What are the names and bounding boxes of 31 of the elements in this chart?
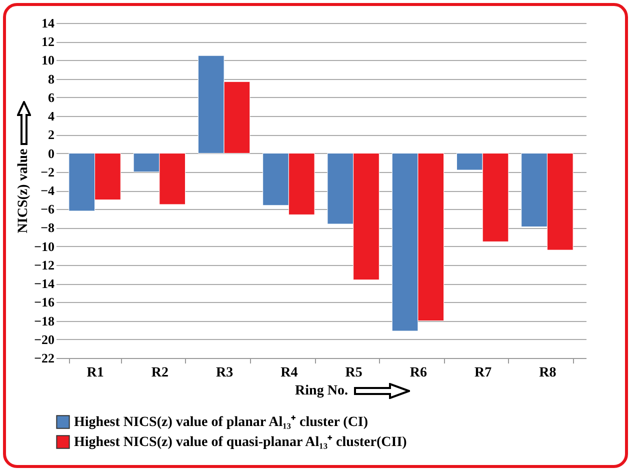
y-tick-label: −22 xyxy=(34,350,54,366)
y-tick-label: 12 xyxy=(42,34,54,50)
legend-label: Highest NICS(z) value of planar Al₁₃⁺ cluster (CI) xyxy=(74,415,368,430)
y-tick-label: 0 xyxy=(48,146,54,161)
y-tick-label: −8 xyxy=(40,220,55,236)
legend-label: Highest NICS(z) value of quasi-planar Al₁₃⁺ cluster(CII) xyxy=(74,435,408,450)
y-tick-label: 6 xyxy=(48,90,55,105)
y-tick-label: −20 xyxy=(34,332,54,347)
y-tick-label: −18 xyxy=(34,313,55,328)
y-axis-title: NICS(z) value xyxy=(16,148,32,234)
x-tick-label: R5 xyxy=(345,366,362,380)
y-tick-label: −6 xyxy=(40,202,55,217)
x-tick-label: R4 xyxy=(280,366,298,380)
y-tick-label: −4 xyxy=(40,183,55,198)
x-tick-label: R8 xyxy=(539,366,556,380)
y-tick-label: 2 xyxy=(48,127,54,142)
y-tick-label: 4 xyxy=(48,108,55,124)
y-tick-label: −10 xyxy=(34,238,54,254)
x-tick-label: R7 xyxy=(474,366,492,380)
y-tick-label: 10 xyxy=(42,52,54,68)
y-tick-label: −14 xyxy=(34,276,55,292)
y-tick-label: 8 xyxy=(48,71,55,86)
y-tick-label: −2 xyxy=(40,164,54,180)
y-tick-label: 14 xyxy=(42,16,55,30)
y-tick-label: −12 xyxy=(34,257,54,272)
x-tick-label: R6 xyxy=(410,366,428,380)
x-tick-label: R3 xyxy=(216,366,234,380)
x-axis-title: Ring No. xyxy=(295,384,348,398)
x-tick-label: R1 xyxy=(86,366,104,380)
y-tick-label: −16 xyxy=(34,294,55,310)
x-tick-label: R2 xyxy=(151,366,168,380)
